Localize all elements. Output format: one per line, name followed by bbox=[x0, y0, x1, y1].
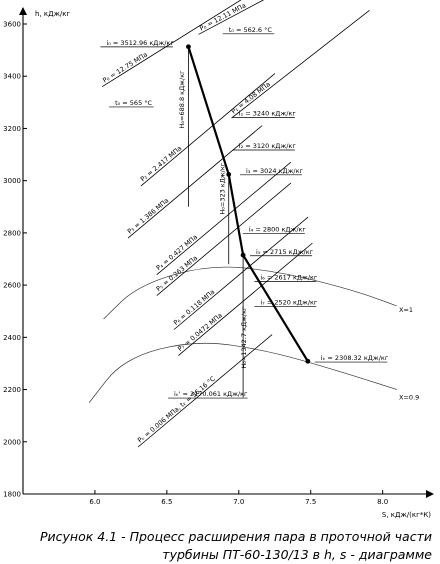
enthalpy-label: iₖ' = 2170.061 кДж/кг bbox=[174, 390, 248, 398]
enthalpy-label: i₄ = 2800 кДж/кг bbox=[249, 226, 307, 234]
x-tick-label: 6.0 bbox=[89, 498, 100, 506]
x-tick-label: 7.0 bbox=[233, 498, 244, 506]
enthalpy-label: i₁ = 3240 кДж/кг bbox=[239, 109, 297, 117]
isobar-line bbox=[137, 334, 273, 448]
heat-drop-label: H₀=323 кДж/кг bbox=[218, 162, 226, 214]
enthalpy-label: i₂ = 3120 кДж/кг bbox=[239, 142, 297, 150]
isobar-line bbox=[198, 0, 265, 35]
saturation-line-label: X=0.9 bbox=[399, 394, 419, 402]
enthalpy-label: i₆ = 2617 кДж/кг bbox=[260, 273, 318, 281]
enthalpy-label: i₅ = 2715 кДж/кг bbox=[256, 248, 314, 256]
y-tick-label: 3000 bbox=[3, 177, 21, 185]
isobar-label: P₀ = 12.75 МПа bbox=[101, 51, 149, 85]
process-segment bbox=[227, 174, 245, 256]
isobar-line bbox=[231, 9, 370, 119]
isobar-line bbox=[178, 242, 313, 356]
heat-drop-label: H₀=688.8 кДж/кг bbox=[178, 70, 186, 129]
y-tick-label: 3200 bbox=[3, 125, 21, 133]
isobar-label: Pₖ = 0.006 МПа, tₖ = 36.16 °C bbox=[136, 374, 217, 444]
process-segment bbox=[242, 254, 309, 362]
saturation-line bbox=[103, 266, 398, 320]
saturation-line-label: X=1 bbox=[399, 306, 413, 314]
process-point bbox=[305, 358, 311, 364]
y-tick-label: 2600 bbox=[3, 282, 21, 290]
y-tick-label: 3400 bbox=[3, 73, 21, 81]
isobar-line bbox=[156, 182, 292, 296]
isobar-line bbox=[173, 216, 309, 330]
y-tick-label: 2400 bbox=[3, 334, 21, 342]
y-tick-label: 3600 bbox=[3, 21, 21, 29]
enthalpy-label: i₀ = 3512.96 кДж/кг bbox=[106, 39, 174, 47]
isobar-line bbox=[140, 73, 276, 187]
process-segment bbox=[187, 46, 230, 175]
enthalpy-label: i₃ = 3024 кДж/кг bbox=[246, 167, 304, 175]
y-tick-label: 2200 bbox=[3, 386, 21, 394]
isobar-label: P₂ = 2.417 МПа bbox=[139, 144, 183, 183]
enthalpy-label: t₀ = 565 °C bbox=[115, 99, 152, 107]
x-tick-label: 6.5 bbox=[161, 498, 172, 506]
x-tick-label: 8.0 bbox=[377, 498, 388, 506]
isobar-line bbox=[156, 161, 292, 275]
isobar-label: P₃ = 1.386 МПа bbox=[126, 196, 170, 235]
enthalpy-label: iₖ = 2308.32 кДж/кг bbox=[321, 354, 389, 362]
isobar-line bbox=[101, 0, 242, 88]
y-axis-label: h, кДж/кг bbox=[35, 10, 70, 18]
x-tick-label: 7.5 bbox=[305, 498, 316, 506]
y-tick-label: 2000 bbox=[3, 438, 21, 446]
heat-drop-label: H₀=1342.7 кДж/кг bbox=[240, 306, 248, 369]
y-tick-label: 2800 bbox=[3, 229, 21, 237]
enthalpy-label: i₇ = 2520 кДж/кг bbox=[260, 299, 318, 307]
caption-line-1: Рисунок 4.1 - Процесс расширения пара в … bbox=[39, 529, 432, 544]
x-axis-label: S, кДж/(кг*К) bbox=[382, 511, 431, 519]
caption-line-2: турбины ПТ-60-130/13 в h, s - диаграмме bbox=[162, 547, 432, 562]
isobar-label: P₄ = 0.427 МПа bbox=[155, 233, 199, 272]
figure-caption: Рисунок 4.1 - Процесс расширения пара в … bbox=[8, 528, 432, 564]
y-tick-label: 1800 bbox=[3, 491, 21, 499]
isobar-line bbox=[127, 125, 263, 239]
saturation-line bbox=[88, 342, 398, 403]
enthalpy-label: t₀ = 562.6 °C bbox=[229, 26, 273, 34]
